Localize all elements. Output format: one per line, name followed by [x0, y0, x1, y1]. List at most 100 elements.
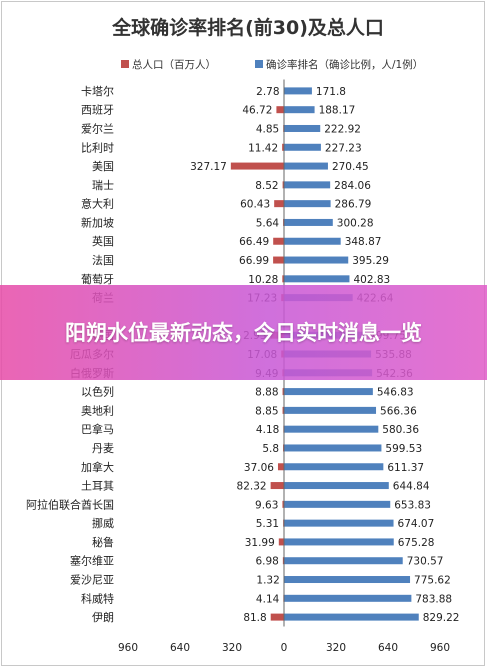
category-label: 爱沙尼亚 — [70, 574, 114, 587]
population-value-label: 8.85 — [255, 405, 278, 417]
population-value-label: 10.28 — [248, 274, 278, 286]
rate-bar — [284, 256, 349, 264]
category-label: 爱尔兰 — [81, 122, 114, 135]
rate-bar — [284, 106, 315, 114]
rate-bar — [284, 594, 412, 602]
category-label: 塞尔维亚 — [70, 554, 114, 568]
rate-value-label: 783.88 — [415, 593, 452, 605]
x-tick-label: 320 — [222, 642, 242, 654]
population-bar — [277, 463, 284, 471]
rate-value-label: 775.62 — [414, 575, 451, 587]
population-bar — [276, 106, 284, 114]
population-value-label: 60.43 — [240, 199, 270, 211]
rate-bar — [284, 87, 312, 95]
population-bar — [282, 557, 284, 565]
population-value-label: 5.8 — [262, 443, 279, 455]
population-value-label: 4.18 — [256, 424, 279, 436]
rate-value-label: 171.8 — [316, 86, 346, 98]
population-value-label: 4.85 — [256, 123, 279, 135]
category-label: 阿拉伯联合酋长国 — [26, 497, 114, 511]
rate-bar — [284, 613, 419, 621]
rate-bar — [284, 425, 379, 433]
rate-bar — [284, 162, 328, 170]
rate-value-label: 284.06 — [334, 180, 371, 192]
population-value-label: 82.32 — [237, 481, 267, 493]
rate-bar — [284, 406, 377, 414]
population-value-label: 5.31 — [256, 518, 279, 530]
population-value-label: 5.64 — [256, 217, 280, 229]
rate-value-label: 270.45 — [332, 161, 369, 173]
rate-value-label: 730.57 — [407, 556, 444, 568]
population-value-label: 66.49 — [239, 236, 269, 248]
category-label: 科威特 — [81, 591, 114, 605]
rate-value-label: 188.17 — [319, 105, 356, 117]
rate-value-label: 644.84 — [393, 481, 430, 493]
population-bar — [282, 143, 284, 151]
headline-text[interactable]: 阳朔水位最新动态，今日实时消息一览 — [65, 320, 422, 345]
population-value-label: 46.72 — [242, 105, 272, 117]
population-value-label: 4.14 — [256, 593, 280, 605]
rate-value-label: 395.29 — [352, 255, 389, 267]
population-value-label: 8.52 — [255, 180, 278, 192]
rate-value-label: 402.83 — [353, 274, 390, 286]
population-bar — [282, 181, 284, 189]
rate-bar — [284, 181, 331, 189]
chart-title: 全球确诊率排名(前30)及总人口 — [111, 16, 384, 39]
population-value-label: 327.17 — [190, 161, 227, 173]
rate-bar — [284, 124, 321, 132]
rate-bar — [284, 482, 389, 490]
x-tick-label: 320 — [326, 642, 346, 654]
rate-bar — [284, 143, 321, 151]
category-label: 加拿大 — [81, 460, 114, 474]
rate-bar — [284, 519, 394, 527]
population-bar — [282, 388, 284, 396]
rate-bar — [284, 500, 391, 508]
population-bar — [278, 538, 284, 546]
rate-bar — [284, 388, 373, 396]
rate-bar — [284, 576, 411, 584]
population-value-label: 8.88 — [255, 387, 278, 399]
rate-value-label: 611.37 — [387, 462, 424, 474]
rate-value-label: 227.23 — [325, 142, 362, 154]
x-tick-label: 0 — [281, 642, 288, 654]
category-label: 比利时 — [81, 141, 114, 154]
category-label: 意大利 — [81, 197, 114, 211]
rate-bar — [284, 275, 350, 283]
legend-swatch-population — [121, 60, 129, 68]
category-label: 丹麦 — [92, 442, 114, 455]
population-value-label: 81.8 — [243, 612, 266, 624]
category-label: 伊朗 — [92, 611, 114, 624]
population-bar — [270, 613, 284, 621]
population-value-label: 66.99 — [239, 255, 269, 267]
rate-bar — [284, 200, 331, 208]
population-bar — [273, 256, 284, 264]
population-bar — [282, 500, 284, 508]
rate-value-label: 580.36 — [382, 424, 419, 436]
rate-bar — [284, 463, 384, 471]
rate-value-label: 599.53 — [385, 443, 422, 455]
category-label: 奥地利 — [81, 403, 114, 417]
population-bar — [282, 275, 284, 283]
population-value-label: 31.99 — [245, 537, 275, 549]
category-label: 瑞士 — [92, 178, 114, 192]
legend: 总人口（百万人） 确诊率排名（确诊比例，人/1例） — [121, 58, 423, 71]
rate-bar — [284, 444, 382, 452]
population-value-label: 1.32 — [256, 575, 279, 587]
legend-swatch-rate — [255, 60, 263, 68]
category-label: 西班牙 — [81, 104, 114, 117]
rate-value-label: 653.83 — [394, 499, 431, 511]
category-label: 法国 — [92, 253, 114, 267]
headline-banner[interactable]: 阳朔水位最新动态，今日实时消息一览 — [0, 285, 487, 380]
rate-value-label: 566.36 — [380, 405, 417, 417]
population-value-label: 11.42 — [248, 142, 278, 154]
category-label: 秘鲁 — [92, 535, 114, 549]
population-bar — [282, 406, 284, 414]
legend-label-rate: 确诊率排名（确诊比例，人/1例） — [266, 58, 423, 71]
rate-value-label: 286.79 — [335, 199, 372, 211]
category-label: 挪威 — [92, 516, 114, 530]
category-label: 卡塔尔 — [81, 85, 114, 98]
rate-value-label: 222.92 — [324, 123, 361, 135]
rate-value-label: 546.83 — [377, 387, 414, 399]
x-tick-label: 960 — [118, 642, 138, 654]
category-label: 新加坡 — [81, 215, 114, 229]
